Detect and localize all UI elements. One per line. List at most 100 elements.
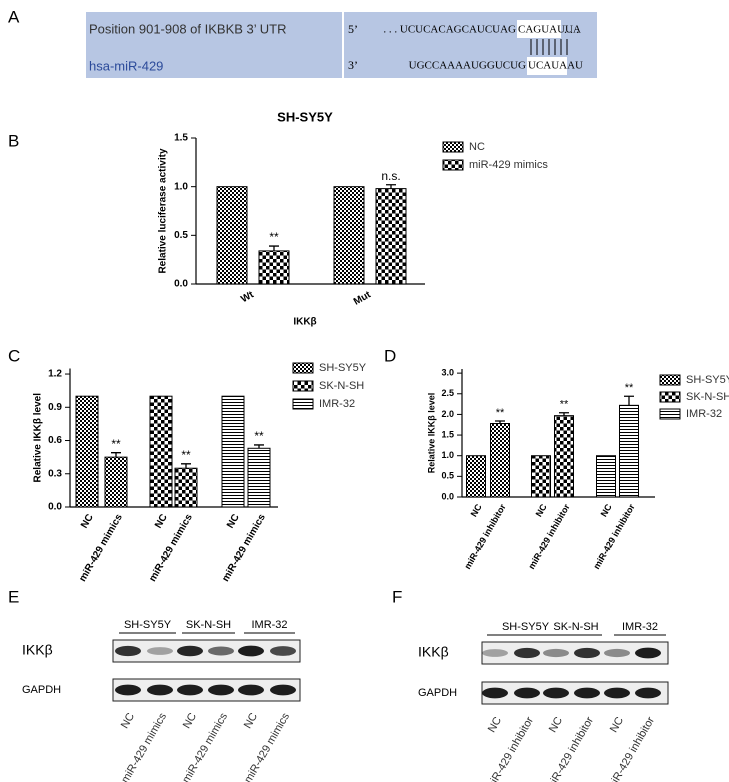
bar (375, 188, 407, 285)
x-axis-label: IKKβ (293, 317, 316, 328)
cell-line-label: IMR-32 (251, 619, 287, 631)
blot-band (270, 646, 296, 656)
blot-band (115, 645, 141, 657)
bar (619, 404, 639, 498)
significance-label: ** (625, 382, 634, 394)
blot-band (208, 646, 234, 656)
lane-label: NC (547, 715, 565, 735)
legend-label: SH-SY5Y (319, 362, 367, 374)
error-bar (559, 412, 569, 416)
blot-band (238, 684, 264, 696)
blot-band (543, 687, 569, 699)
y-tick-label: 1.0 (441, 450, 454, 460)
legend-label: SH-SY5Y (686, 374, 729, 386)
blot-band (177, 684, 203, 696)
error-bar (181, 463, 191, 469)
error-bar (624, 395, 634, 406)
y-tick-label: 3.0 (441, 368, 454, 378)
cell-line-label: SH-SY5Y (502, 621, 550, 633)
y-tick-label: 0.0 (174, 279, 188, 290)
blot-frame (112, 639, 301, 663)
bar (490, 423, 510, 498)
bar (554, 415, 574, 498)
blot-band (635, 647, 661, 659)
blot-band (604, 648, 630, 658)
utr-sequence: . . . UCUCACAGCAUCUAG (383, 24, 516, 36)
blot-band (574, 647, 600, 659)
y-tick-label: 0.9 (48, 402, 62, 413)
x-tick-label: NC (79, 512, 96, 530)
lane-label: NC (181, 711, 199, 731)
legend-swatch (292, 362, 314, 374)
legend-swatch (659, 391, 681, 403)
blot-band (270, 684, 296, 696)
legend-label: IMR-32 (686, 408, 722, 420)
lane-label: NC (242, 711, 260, 731)
y-axis-label: Relative IKKβ level (426, 393, 436, 474)
blot-band (574, 687, 600, 699)
x-tick-label: NC (534, 502, 549, 519)
significance-label: ** (560, 399, 569, 411)
utr-tail: . . . (564, 22, 579, 36)
legend-swatch (442, 159, 464, 171)
cell-line-label: SH-SY5Y (124, 619, 172, 631)
x-tick-label: Mut (352, 289, 373, 308)
bar (531, 455, 551, 498)
panel-label: D (384, 346, 396, 365)
panel-label: B (8, 131, 19, 150)
blot-band (604, 687, 630, 699)
bar (75, 395, 99, 508)
legend-label: IMR-32 (319, 398, 355, 410)
cell-line-label: SK-N-SH (553, 621, 598, 633)
blot-frame (112, 678, 301, 702)
error-bar (111, 452, 121, 458)
significance-label: ** (254, 429, 264, 443)
cell-line-label: IMR-32 (622, 621, 658, 633)
y-tick-label: 1.5 (441, 429, 454, 439)
row-label: GAPDH (22, 684, 61, 696)
mirna-sequence: UGCCAAAAUGGUCUG (409, 60, 526, 72)
mirna-seed: UCAUAAU (528, 60, 583, 72)
bar (216, 186, 248, 285)
bar (258, 250, 290, 285)
panel-label: C (8, 346, 20, 365)
y-tick-label: 0.3 (48, 468, 62, 479)
legend-swatch (292, 398, 314, 410)
y-axis-label: Relative luciferase activity (158, 148, 169, 274)
bar (596, 455, 616, 498)
cell-line-label: SK-N-SH (186, 619, 231, 631)
bar (333, 186, 365, 285)
y-tick-label: 1.0 (174, 181, 188, 192)
significance-label: ** (111, 437, 121, 451)
legend-swatch (659, 374, 681, 386)
blot-band (543, 648, 569, 658)
chart-title: SH-SY5Y (277, 109, 333, 124)
bar (466, 455, 486, 498)
bar (149, 395, 173, 508)
utr-label: Position 901-908 of IKBKB 3’ UTR (89, 21, 287, 36)
bar (104, 456, 128, 508)
error-bar (254, 444, 264, 449)
site-highlight (517, 20, 561, 38)
x-tick-label: Wt (239, 289, 256, 305)
y-tick-label: 0.5 (441, 471, 454, 481)
panel-label: E (8, 587, 19, 606)
row-label: IKKβ (418, 644, 449, 660)
mirna-label: hsa-miR-429 (89, 58, 163, 73)
x-tick-label: NC (225, 512, 242, 530)
legend-label: SK-N-SH (319, 380, 364, 392)
significance-label: ** (181, 448, 191, 462)
bar (247, 447, 271, 508)
significance-label: ** (496, 407, 505, 419)
y-tick-label: 1.5 (174, 133, 188, 144)
legend-swatch (659, 408, 681, 420)
blot-band (238, 645, 264, 657)
blot-band (177, 645, 203, 657)
legend-swatch (442, 141, 464, 153)
y-tick-label: 0.5 (174, 230, 188, 241)
error-bar (495, 420, 505, 424)
blot-band (482, 687, 508, 699)
error-bar (269, 245, 279, 251)
x-tick-label: NC (469, 502, 484, 519)
blot-band (115, 684, 141, 696)
